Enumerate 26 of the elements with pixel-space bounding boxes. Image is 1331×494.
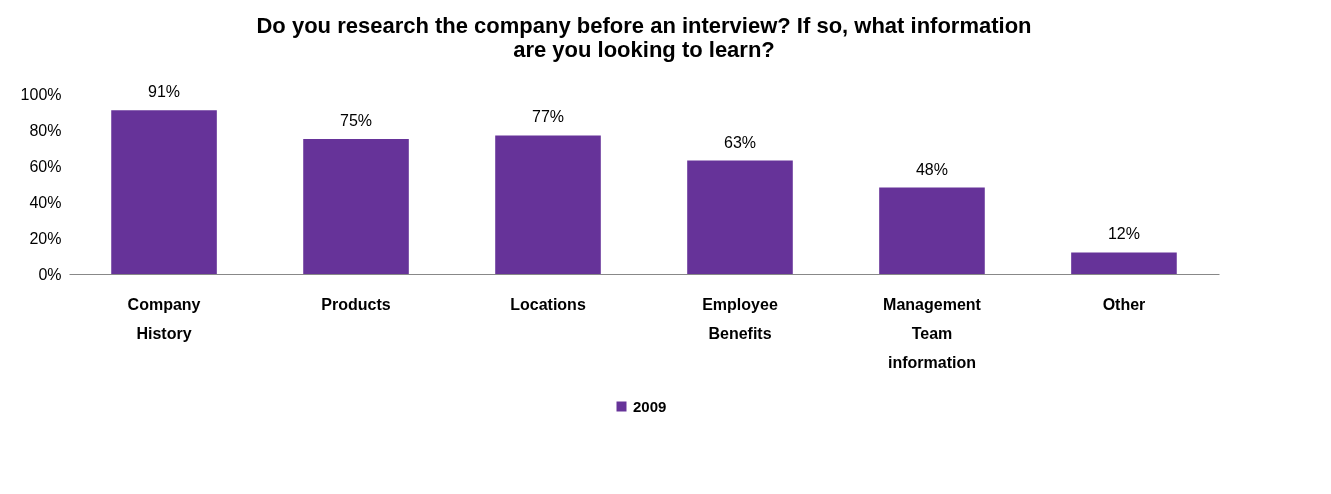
x-tick-label: Products bbox=[321, 295, 391, 313]
y-tick-label: 20% bbox=[29, 229, 62, 247]
bar bbox=[687, 160, 793, 274]
data-label: 91% bbox=[148, 83, 181, 101]
data-label: 12% bbox=[1107, 225, 1140, 243]
x-tick-label: Locations bbox=[510, 295, 586, 313]
bar bbox=[879, 187, 985, 274]
x-tick-label: Company History bbox=[127, 295, 201, 342]
bar bbox=[495, 135, 601, 274]
bar bbox=[1071, 252, 1177, 274]
data-label: 75% bbox=[340, 112, 373, 129]
y-tick-label: 0% bbox=[38, 265, 62, 283]
data-label: 63% bbox=[723, 133, 757, 151]
data-label: 48% bbox=[915, 160, 948, 178]
legend-label: 2009 bbox=[633, 397, 667, 415]
y-tick-label: 60% bbox=[29, 157, 62, 175]
y-tick-label: 80% bbox=[29, 121, 62, 139]
bar bbox=[111, 110, 217, 274]
x-tick-label: Employee Benefits bbox=[702, 295, 778, 342]
y-tick-label: 100% bbox=[20, 85, 62, 103]
chart-title: Do you research the company before an interview? If so, what information are you looking to learn? bbox=[256, 13, 1032, 63]
x-tick-label: Other bbox=[1102, 295, 1146, 313]
bar bbox=[303, 139, 409, 274]
y-tick-label: 40% bbox=[29, 193, 62, 211]
data-label: 77% bbox=[531, 108, 565, 126]
x-tick-label: Management Team information bbox=[883, 295, 982, 371]
